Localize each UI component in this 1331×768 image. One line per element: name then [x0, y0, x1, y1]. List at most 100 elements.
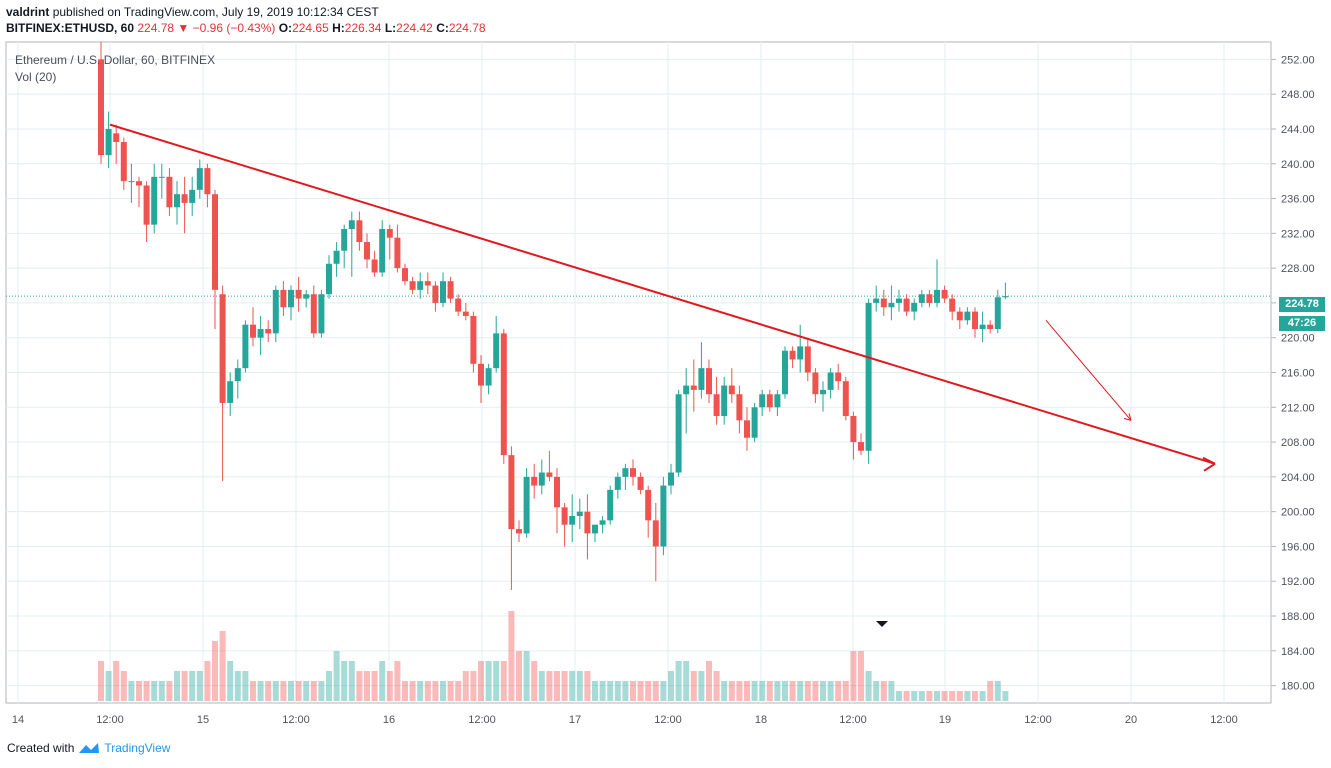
candle-body[interactable]: [782, 350, 788, 395]
candle-body[interactable]: [516, 529, 522, 534]
candle-body[interactable]: [820, 389, 826, 395]
candle-body[interactable]: [751, 407, 758, 438]
candle-body[interactable]: [136, 181, 142, 186]
candle-body[interactable]: [432, 285, 439, 303]
candle-body[interactable]: [668, 472, 674, 486]
candle-body[interactable]: [531, 476, 538, 486]
candle-body[interactable]: [652, 520, 659, 547]
candle-body[interactable]: [219, 294, 226, 403]
candle-body[interactable]: [614, 476, 621, 490]
candle-body[interactable]: [166, 176, 173, 208]
candle-body[interactable]: [934, 289, 940, 303]
candle-body[interactable]: [576, 511, 583, 517]
candle-body[interactable]: [842, 381, 849, 416]
candle-body[interactable]: [721, 385, 728, 416]
candle-body[interactable]: [455, 298, 462, 312]
candle-body[interactable]: [599, 520, 606, 525]
candle-body[interactable]: [607, 489, 614, 521]
candle-body[interactable]: [189, 189, 196, 203]
candle-body[interactable]: [858, 442, 864, 451]
candle-body[interactable]: [736, 394, 743, 421]
candle-body[interactable]: [835, 372, 842, 382]
candle-body[interactable]: [873, 298, 880, 303]
candle-body[interactable]: [728, 385, 735, 395]
candle-body[interactable]: [257, 329, 264, 338]
forecast-arrow[interactable]: [1045, 319, 1132, 421]
candle-body[interactable]: [508, 455, 515, 530]
candle-body[interactable]: [394, 237, 401, 269]
candle-body[interactable]: [234, 368, 241, 382]
candle-body[interactable]: [364, 242, 370, 260]
candle-body[interactable]: [911, 302, 918, 312]
candle-body[interactable]: [98, 59, 104, 156]
candle-body[interactable]: [918, 294, 925, 303]
candle-body[interactable]: [804, 346, 811, 373]
candle-body[interactable]: [341, 228, 348, 251]
candle-body[interactable]: [546, 472, 553, 477]
candle-body[interactable]: [356, 220, 363, 243]
candle-body[interactable]: [759, 394, 766, 408]
candle-body[interactable]: [865, 302, 872, 451]
candle-body[interactable]: [500, 333, 507, 456]
candle-body[interactable]: [584, 511, 591, 534]
candle-body[interactable]: [554, 476, 560, 508]
candle-body[interactable]: [523, 476, 530, 534]
candle-body[interactable]: [683, 385, 690, 395]
candle-body[interactable]: [371, 259, 378, 273]
candle-body[interactable]: [447, 281, 454, 299]
candle-body[interactable]: [538, 472, 545, 486]
candle-body[interactable]: [827, 372, 834, 390]
candle-body[interactable]: [630, 468, 636, 477]
candle-body[interactable]: [478, 363, 484, 386]
candle-body[interactable]: [440, 281, 446, 303]
candle-body[interactable]: [250, 324, 256, 338]
candle-body[interactable]: [181, 194, 188, 203]
candle-body[interactable]: [158, 176, 165, 178]
candle-body[interactable]: [386, 228, 393, 238]
candle-body[interactable]: [622, 468, 629, 477]
candle-body[interactable]: [926, 294, 933, 303]
candle-body[interactable]: [242, 324, 249, 369]
candle-body[interactable]: [637, 476, 644, 490]
candle-body[interactable]: [379, 228, 386, 273]
candle-body[interactable]: [896, 298, 902, 303]
candle-body[interactable]: [151, 176, 158, 225]
candle-body[interactable]: [348, 220, 355, 229]
candle-body[interactable]: [744, 420, 750, 438]
candle-body[interactable]: [485, 368, 492, 386]
candle-body[interactable]: [128, 181, 135, 183]
candle-body[interactable]: [675, 394, 682, 473]
candle-body[interactable]: [690, 385, 697, 390]
candle-body[interactable]: [964, 311, 971, 321]
candle-body[interactable]: [645, 489, 652, 521]
candle-body[interactable]: [105, 128, 112, 156]
candle-body[interactable]: [850, 415, 857, 443]
candle-body[interactable]: [333, 250, 340, 264]
candle-body[interactable]: [417, 281, 424, 290]
event-marker-icon[interactable]: [876, 621, 888, 627]
candle-body[interactable]: [227, 381, 234, 403]
candle-body[interactable]: [402, 268, 408, 282]
candle-body[interactable]: [903, 298, 910, 312]
candle-body[interactable]: [113, 133, 120, 143]
candle-body[interactable]: [424, 281, 431, 286]
candle-body[interactable]: [409, 281, 416, 290]
candle-body[interactable]: [462, 311, 469, 316]
candle-body[interactable]: [987, 324, 994, 330]
candle-body[interactable]: [174, 194, 180, 208]
candle-body[interactable]: [212, 194, 218, 290]
candle-body[interactable]: [713, 394, 720, 416]
candle-body[interactable]: [994, 297, 1001, 330]
candle-body[interactable]: [698, 368, 705, 390]
candle-body[interactable]: [592, 524, 598, 534]
candle-body[interactable]: [204, 168, 211, 195]
candle-body[interactable]: [295, 289, 302, 299]
candle-body[interactable]: [569, 516, 576, 525]
candle-body[interactable]: [318, 294, 325, 334]
candle-body[interactable]: [766, 394, 773, 408]
author-name[interactable]: valdrint: [6, 5, 50, 19]
candle-body[interactable]: [972, 311, 978, 330]
candle-body[interactable]: [561, 507, 568, 525]
candle-body[interactable]: [470, 315, 477, 364]
